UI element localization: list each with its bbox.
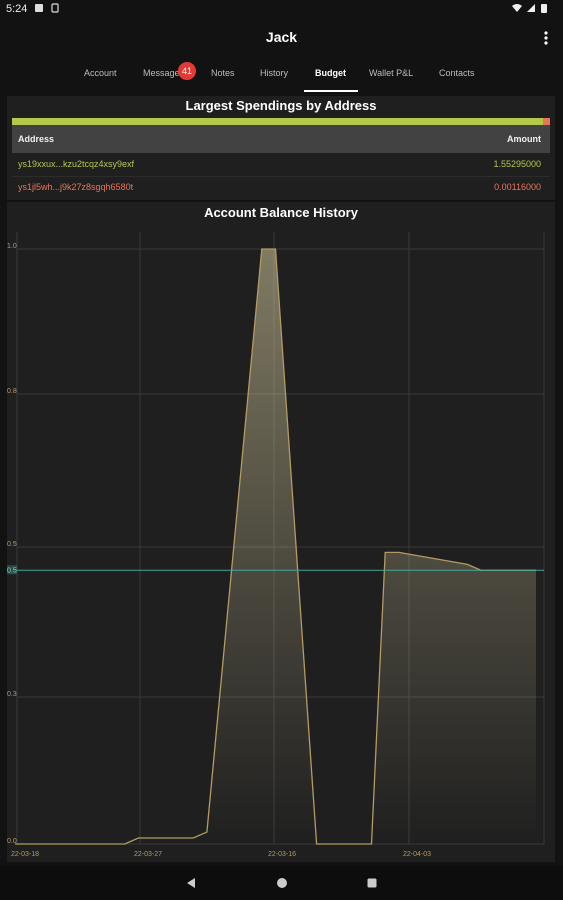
row-amount: 0.00116000 [494, 182, 541, 192]
app-bar: Jack [0, 18, 563, 58]
row-address: ys1jl5wh...j9k27z8sgqh6580t [18, 182, 134, 192]
sim-icon [51, 3, 59, 13]
more-vert-icon[interactable] [543, 30, 549, 46]
tab-contacts[interactable]: Contacts [439, 68, 475, 78]
active-tab-indicator [304, 90, 358, 92]
wifi-icon [512, 4, 522, 12]
tab-budget[interactable]: Budget [315, 68, 346, 78]
messages-unread-badge: 41 [178, 62, 196, 80]
x-tick-label: 22-03-18 [11, 851, 39, 858]
system-nav-bar [0, 866, 563, 900]
spendings-table-header: Address Amount [12, 125, 550, 153]
tab-messages[interactable]: Messages [143, 68, 185, 78]
y-tick-label: 0.8 [7, 388, 17, 395]
largest-spendings-panel: Largest Spendings by Address Address Amo… [7, 96, 555, 200]
balance-history-title: Account Balance History [204, 205, 358, 220]
y-tick-label: 0.5 [7, 541, 17, 548]
x-tick-label: 22-04-03 [403, 851, 431, 858]
largest-spendings-title: Largest Spendings by Address [185, 98, 377, 113]
tab-wallet-pnl[interactable]: Wallet P&L [369, 68, 414, 78]
tab-notes[interactable]: Notes [211, 68, 235, 78]
y-tick-label: 0.0 [7, 838, 17, 845]
balance-line [15, 248, 536, 845]
reference-marker-bg [7, 565, 17, 575]
amount-column-header: Amount [507, 134, 541, 144]
row-address: ys19xxux...kzu2tcqz4xsy9exf [18, 159, 135, 169]
table-row[interactable]: ys1jl5wh...j9k27z8sgqh6580t 0.00116000 [12, 176, 550, 197]
spendings-accent-bar [12, 118, 550, 125]
notification-icon [35, 4, 43, 12]
status-time: 5:24 [6, 3, 28, 15]
reference-marker-label: 0.5 [7, 567, 17, 574]
home-icon[interactable] [276, 877, 288, 889]
back-icon[interactable] [185, 877, 197, 889]
row-amount: 1.55295000 [493, 159, 541, 169]
battery-icon [541, 4, 547, 13]
balance-history-chart[interactable]: 1.0 0.8 0.5 0.3 0.0 22-03-18 22-03-27 22-03-16 2… [7, 222, 555, 862]
tab-history[interactable]: History [260, 68, 289, 78]
contact-name-title: Jack [265, 29, 298, 45]
table-row[interactable]: ys19xxux...kzu2tcqz4xsy9exf 1.55295000 [12, 154, 550, 174]
balance-area [15, 249, 536, 844]
balance-history-panel: Account Balance History 1.0 0.8 0.5 0.3 0.0 2… [7, 202, 555, 862]
signal-icon [527, 4, 535, 12]
x-tick-label: 22-03-16 [268, 851, 296, 858]
y-tick-label: 0.3 [7, 691, 17, 698]
x-tick-label: 22-03-27 [134, 851, 162, 858]
tab-account[interactable]: Account [84, 68, 117, 78]
status-bar: 5:24 [0, 0, 563, 18]
recents-icon[interactable] [366, 877, 378, 889]
y-tick-label: 1.0 [7, 243, 17, 250]
tab-bar: Account Messages 41 Notes History Budget… [0, 60, 563, 92]
address-column-header: Address [18, 134, 55, 144]
